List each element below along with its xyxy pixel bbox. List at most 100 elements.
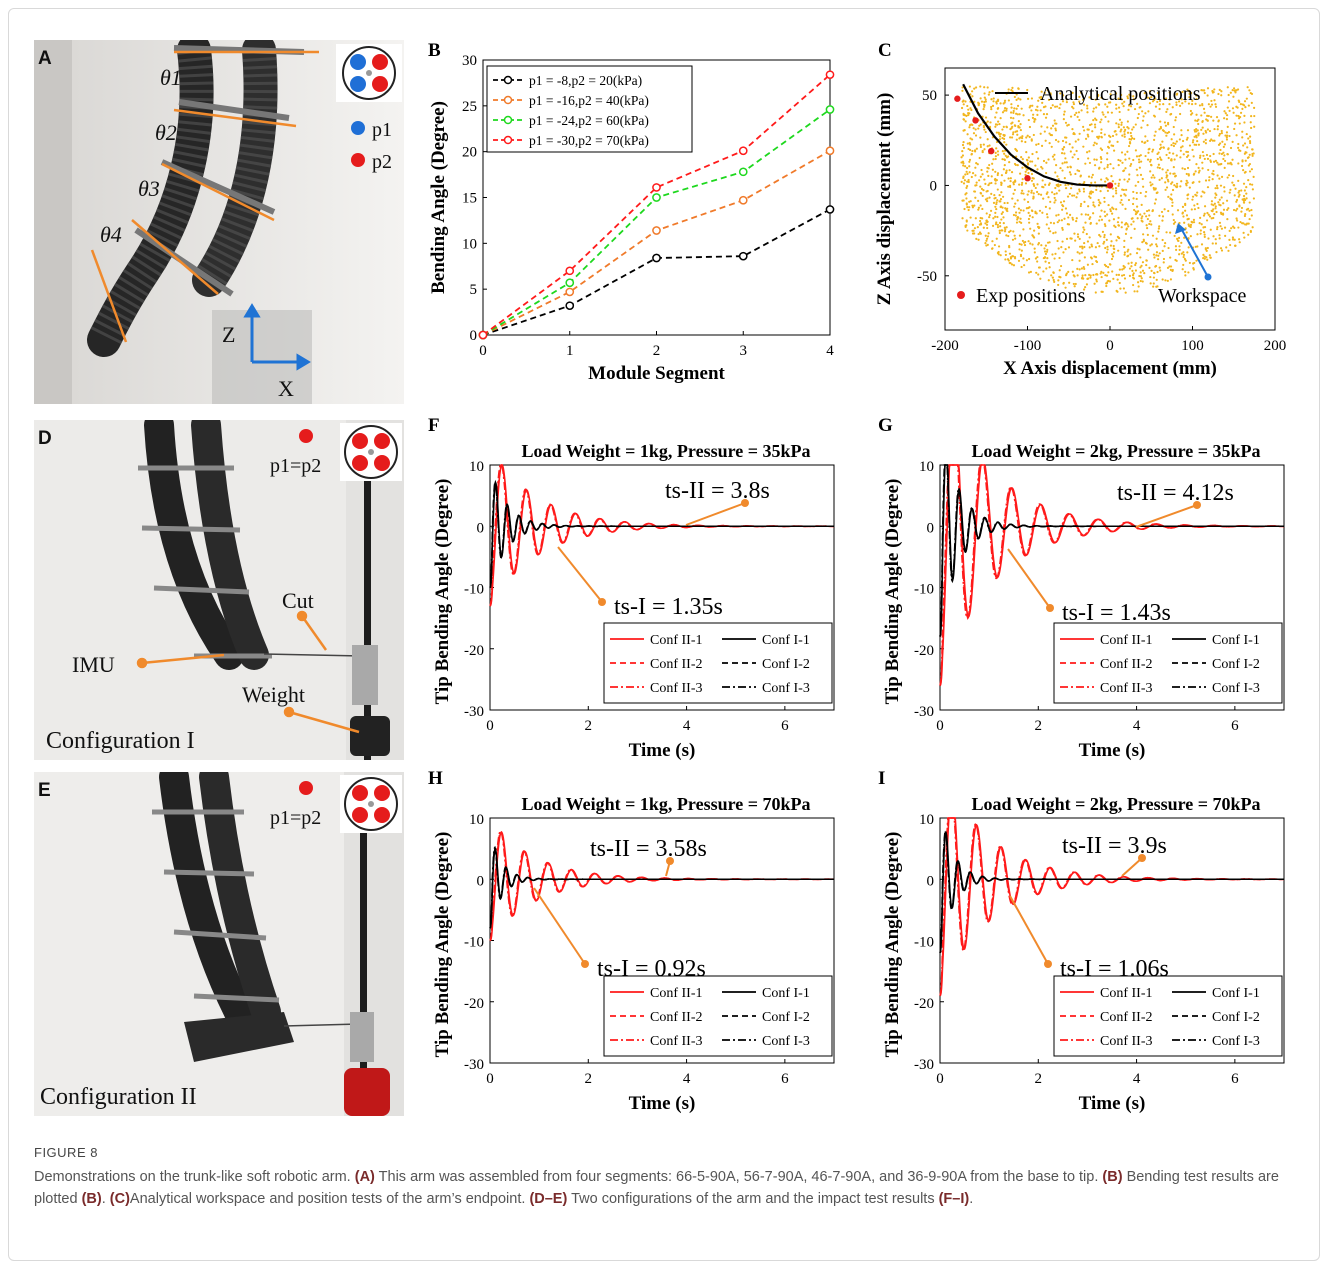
workspace-point (1049, 133, 1052, 137)
workspace-point (1109, 162, 1112, 166)
workspace-point (1027, 190, 1030, 193)
workspace-point (1134, 210, 1137, 213)
workspace-point (1175, 101, 1178, 104)
workspace-point (1119, 159, 1122, 162)
workspace-point (971, 95, 974, 98)
workspace-point (1241, 130, 1244, 133)
workspace-point (993, 194, 996, 197)
workspace-point (1161, 168, 1164, 171)
workspace-point (1202, 154, 1205, 157)
figure-frame (8, 8, 1320, 1261)
y-tick-label: -20 (914, 643, 934, 659)
caption-part: Demonstrations on the trunk-like soft ro… (34, 1169, 355, 1185)
workspace-point (1025, 259, 1028, 262)
workspace-point (1080, 251, 1084, 254)
workspace-point (1182, 215, 1185, 218)
workspace-point (1097, 204, 1101, 207)
data-point (738, 251, 748, 261)
workspace-point (1106, 145, 1110, 148)
workspace-point (1139, 271, 1142, 274)
workspace-point (1189, 223, 1193, 226)
workspace-point (1101, 111, 1104, 114)
workspace-point (1036, 255, 1039, 259)
workspace-point (1138, 274, 1141, 278)
legend-label: Conf I-2 (1212, 1010, 1260, 1025)
workspace-point (1012, 192, 1015, 195)
caption-ref: (F–I) (938, 1191, 970, 1207)
workspace-point (1219, 211, 1223, 214)
ts-ii-arrow-dot (666, 857, 674, 865)
workspace-point (1167, 123, 1170, 126)
workspace-point (1188, 158, 1191, 162)
workspace-point (1215, 116, 1219, 119)
workspace-point (1198, 156, 1202, 159)
workspace-point (968, 141, 971, 145)
figure-label: FIGURE 8 (34, 1145, 98, 1160)
workspace-point (966, 229, 969, 232)
workspace-point (1071, 128, 1074, 131)
workspace-point (1075, 196, 1078, 199)
workspace-point (1204, 179, 1208, 182)
workspace-point (1074, 140, 1077, 143)
workspace-point (1033, 184, 1036, 187)
workspace-point (1203, 255, 1206, 258)
workspace-point (1115, 273, 1118, 277)
workspace-point (1065, 274, 1068, 277)
legend-label: Conf II-3 (1100, 681, 1153, 696)
workspace-point (1226, 218, 1229, 221)
workspace-point (1140, 217, 1143, 220)
workspace-point (1100, 290, 1103, 293)
workspace-point (1151, 148, 1155, 151)
workspace-point (1093, 141, 1096, 144)
workspace-point (1223, 154, 1226, 157)
workspace-point (1064, 183, 1067, 187)
workspace-point (1170, 138, 1173, 141)
workspace-point (1104, 180, 1107, 183)
workspace-point (1087, 135, 1090, 138)
workspace-point (1220, 196, 1223, 199)
workspace-point (971, 204, 974, 207)
legend-label: Conf II-1 (1100, 633, 1153, 648)
workspace-point (1045, 250, 1049, 253)
workspace-point (1117, 106, 1121, 109)
workspace-point (1211, 89, 1214, 93)
workspace-point (1170, 112, 1173, 116)
workspace-point (1113, 224, 1116, 227)
workspace-point (1195, 97, 1198, 101)
workspace-point (1099, 215, 1102, 218)
workspace-point (1046, 126, 1049, 129)
legend-marker (503, 135, 513, 145)
workspace-point (979, 191, 982, 195)
workspace-point (1112, 277, 1115, 280)
workspace-point (1248, 170, 1252, 173)
workspace-point (1158, 252, 1161, 255)
workspace-point (1206, 87, 1210, 90)
workspace-point (1147, 209, 1151, 212)
workspace-point (1200, 195, 1203, 198)
workspace-point (1243, 121, 1246, 124)
workspace-point (1184, 270, 1187, 273)
workspace-point (1123, 251, 1126, 254)
workspace-point (1005, 226, 1008, 229)
y-tick-label: 5 (470, 282, 478, 298)
workspace-point (1240, 210, 1243, 213)
workspace-point (1201, 167, 1204, 170)
workspace-point (1198, 180, 1201, 183)
workspace-point (1048, 142, 1051, 145)
workspace-point (982, 143, 985, 146)
workspace-point (995, 221, 998, 224)
workspace-point (1036, 190, 1039, 194)
workspace-point (1004, 250, 1007, 253)
workspace-point (970, 108, 973, 112)
workspace-point (993, 243, 996, 247)
workspace-point (1009, 116, 1013, 119)
chart-title: Load Weight = 1kg, Pressure = 70kPa (521, 794, 810, 814)
workspace-point (1124, 232, 1128, 235)
workspace-point (1214, 192, 1217, 195)
workspace-point (1019, 98, 1022, 101)
workspace-point (1163, 121, 1167, 124)
conf1-trial-2 (939, 464, 1284, 637)
cut-label: Cut (282, 588, 314, 613)
workspace-point (1219, 163, 1222, 166)
workspace-point (1069, 187, 1073, 190)
